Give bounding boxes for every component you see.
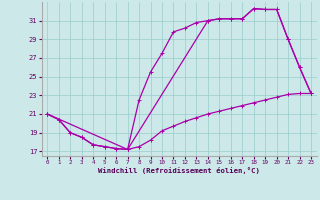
X-axis label: Windchill (Refroidissement éolien,°C): Windchill (Refroidissement éolien,°C) xyxy=(98,167,260,174)
